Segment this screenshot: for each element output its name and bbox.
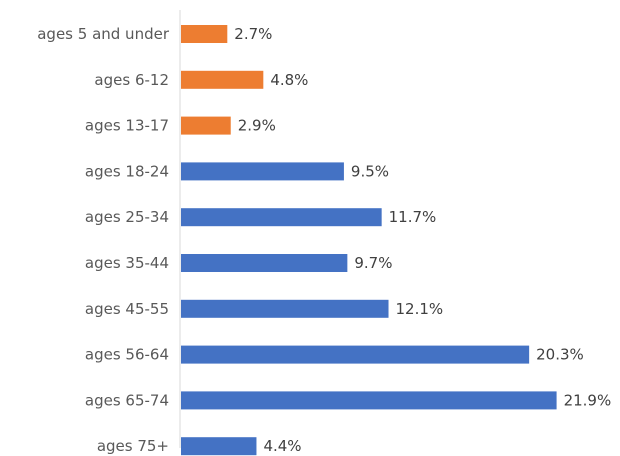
- category-label: ages 75+: [97, 437, 169, 455]
- category-label: ages 5 and under: [37, 25, 170, 43]
- bar: [181, 391, 557, 410]
- bar: [181, 25, 228, 43]
- value-label: 4.4%: [263, 437, 301, 455]
- bar: [181, 162, 344, 181]
- category-label: ages 6-12: [94, 71, 169, 89]
- value-label: 2.7%: [234, 25, 272, 43]
- value-label: 20.3%: [536, 346, 584, 364]
- category-label: ages 65-74: [85, 391, 169, 409]
- value-label: 9.5%: [351, 162, 389, 180]
- value-label: 21.9%: [564, 391, 612, 409]
- value-label: 12.1%: [396, 300, 444, 318]
- value-label: 2.9%: [238, 117, 276, 135]
- bar: [181, 345, 530, 364]
- bar: [181, 70, 264, 89]
- value-label: 4.8%: [270, 71, 308, 89]
- category-label: ages 13-17: [85, 117, 169, 135]
- category-label: ages 35-44: [85, 254, 169, 272]
- category-label: ages 25-34: [85, 208, 169, 226]
- bar: [181, 208, 382, 227]
- bar: [181, 254, 348, 272]
- value-label: 11.7%: [389, 208, 437, 226]
- bar: [181, 437, 257, 456]
- value-label: 9.7%: [354, 254, 392, 272]
- bars-group: ages 5 and under 2.7% ages 6-12 4.8% ages 13…: [37, 25, 612, 456]
- bar: [181, 299, 389, 318]
- category-label: ages 18-24: [85, 162, 169, 180]
- category-label: ages 56-64: [85, 346, 169, 364]
- bar: [181, 116, 231, 135]
- category-label: ages 45-55: [85, 300, 169, 318]
